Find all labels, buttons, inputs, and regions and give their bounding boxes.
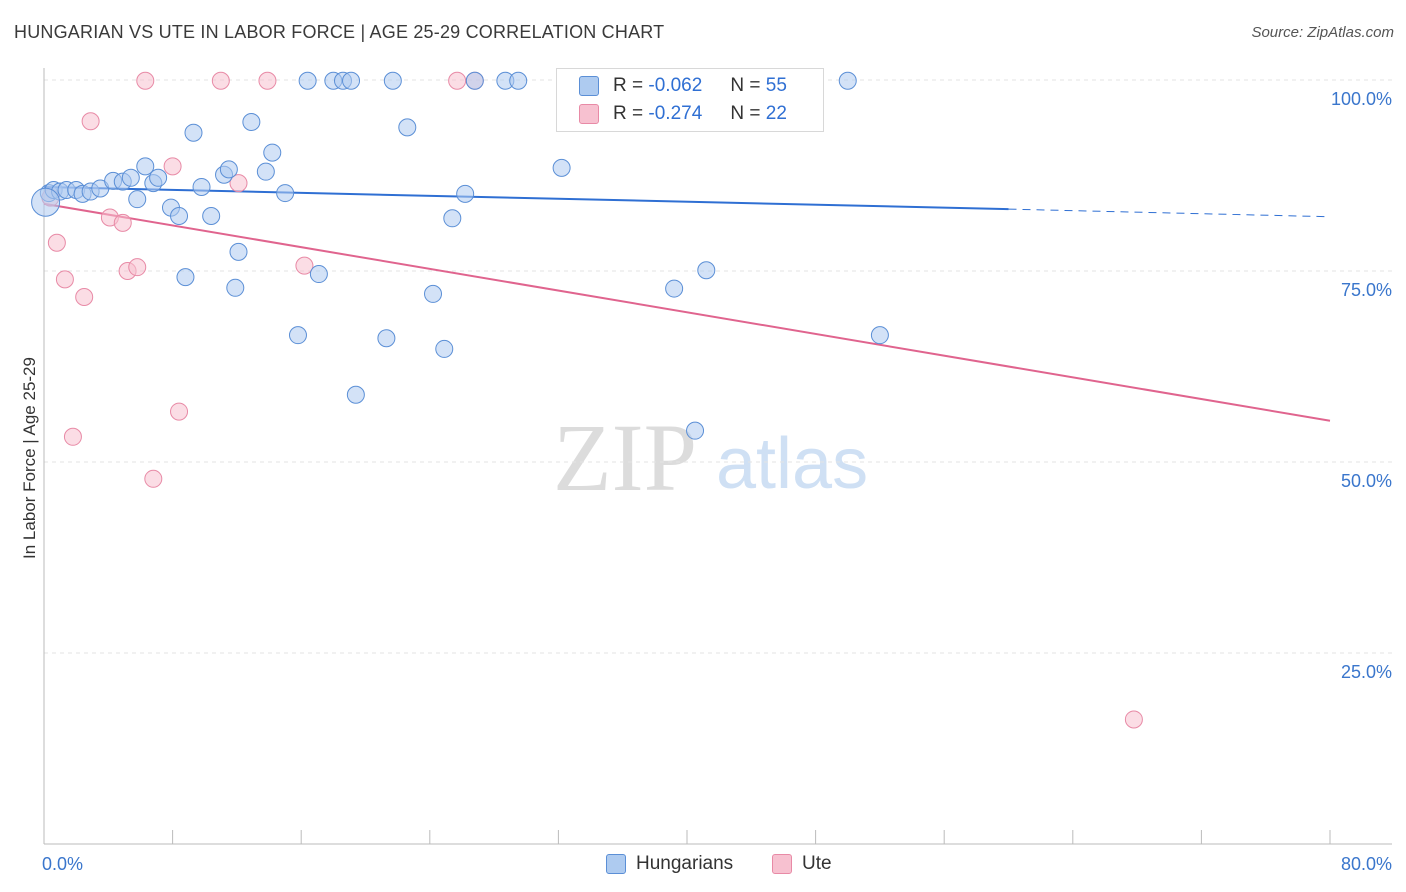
ute-point bbox=[1124, 710, 1143, 729]
hungarians-point bbox=[686, 421, 705, 440]
hungarians-point bbox=[219, 160, 238, 179]
y-tick-label: 75.0% bbox=[1341, 280, 1392, 300]
hungarians-point bbox=[342, 71, 361, 90]
ute-legend-swatch bbox=[772, 854, 792, 874]
data-points bbox=[31, 71, 1143, 729]
hungarians-point bbox=[398, 118, 417, 137]
hungarians-point bbox=[298, 71, 317, 90]
ute-point bbox=[63, 427, 82, 446]
hungarians-legend-swatch bbox=[606, 854, 626, 874]
ute-point bbox=[211, 71, 230, 90]
hungarians-point bbox=[465, 71, 484, 90]
hungarians-point bbox=[184, 123, 203, 142]
watermark-zip: ZIP bbox=[553, 404, 697, 511]
ute-point bbox=[144, 469, 163, 488]
x-tick-label-max: 80.0% bbox=[1341, 854, 1392, 874]
y-tick-label: 50.0% bbox=[1341, 471, 1392, 491]
ute-point bbox=[136, 71, 155, 90]
hungarians-point bbox=[838, 71, 857, 90]
ute-swatch bbox=[579, 104, 599, 124]
legend-row-hungarians: R = -0.062 N = 55 bbox=[579, 73, 787, 99]
hungarians-point bbox=[377, 329, 396, 348]
n-label: N = bbox=[730, 103, 761, 124]
hungarians-point bbox=[256, 162, 275, 181]
hungarians-point bbox=[697, 261, 716, 280]
source-credit: Source: ZipAtlas.com bbox=[1251, 24, 1394, 41]
hungarians-point bbox=[288, 326, 307, 345]
hungarians-point bbox=[176, 268, 195, 287]
r-value: -0.062 bbox=[648, 75, 703, 96]
y-tick-label: 100.0% bbox=[1331, 89, 1392, 109]
x-tick-label-min: 0.0% bbox=[42, 854, 83, 874]
ute-point bbox=[170, 402, 189, 421]
stats-legend: R = -0.062 N = 55 R = -0.274 N = 22 bbox=[556, 68, 824, 132]
ute-point bbox=[258, 71, 277, 90]
r-label: R = bbox=[613, 75, 644, 96]
n-value: 22 bbox=[765, 103, 787, 124]
ute-point bbox=[113, 213, 132, 232]
hungarians-swatch bbox=[579, 76, 599, 96]
hungarians-point bbox=[509, 71, 528, 90]
hungarians-point bbox=[552, 158, 571, 177]
hungarians-point bbox=[309, 265, 328, 284]
ute-point bbox=[75, 287, 94, 306]
ute-point bbox=[55, 270, 74, 289]
legend-row-ute: R = -0.274 N = 22 bbox=[579, 101, 787, 127]
ute-point bbox=[448, 71, 467, 90]
hungarians-point bbox=[383, 71, 402, 90]
hungarians-point bbox=[192, 177, 211, 196]
hungarians-point bbox=[456, 184, 475, 203]
legend-item-hungarians[interactable]: Hungarians bbox=[606, 852, 733, 876]
hungarians-point bbox=[665, 279, 684, 298]
hungarians-point bbox=[136, 157, 155, 176]
hungarians-point bbox=[226, 278, 245, 297]
hungarians-point bbox=[346, 385, 365, 404]
r-label: R = bbox=[613, 103, 644, 124]
ute-trend-line bbox=[43, 202, 1331, 422]
r-value: -0.274 bbox=[648, 103, 703, 124]
hungarians-point bbox=[202, 206, 221, 225]
hungarians-point bbox=[263, 143, 282, 162]
y-tick-label: 25.0% bbox=[1341, 662, 1392, 682]
legend-label: Hungarians bbox=[636, 853, 734, 874]
hungarians-point bbox=[276, 184, 295, 203]
hungarians-point bbox=[149, 168, 168, 187]
hungarians-trend-extension bbox=[1008, 208, 1331, 218]
watermark-atlas: atlas bbox=[716, 424, 868, 504]
tick-labels: 25.0% 50.0% 75.0% 100.0% 0.0% 80.0% bbox=[42, 89, 1392, 874]
trend-lines bbox=[43, 185, 1331, 422]
hungarians-trend-line bbox=[43, 185, 1009, 211]
legend-item-ute[interactable]: Ute bbox=[772, 852, 832, 876]
hungarians-point bbox=[31, 187, 61, 217]
hungarians-point bbox=[435, 339, 454, 358]
n-label: N = bbox=[730, 75, 761, 96]
chart-title: HUNGARIAN VS UTE IN LABOR FORCE | AGE 25… bbox=[14, 22, 665, 42]
hungarians-point bbox=[242, 113, 261, 132]
hungarians-point bbox=[128, 190, 147, 209]
legend-label: Ute bbox=[802, 853, 832, 874]
grid bbox=[44, 79, 1392, 654]
hungarians-point bbox=[443, 209, 462, 228]
hungarians-point bbox=[121, 168, 140, 187]
ute-point bbox=[163, 157, 182, 176]
hungarians-point bbox=[170, 206, 189, 225]
ute-point bbox=[128, 258, 147, 277]
ute-point bbox=[81, 112, 100, 131]
n-value: 55 bbox=[765, 75, 787, 96]
hungarians-point bbox=[870, 326, 889, 345]
ute-point bbox=[229, 174, 248, 193]
hungarians-point bbox=[229, 242, 248, 261]
ute-point bbox=[295, 256, 314, 275]
ute-point bbox=[47, 233, 66, 252]
hungarians-point bbox=[424, 284, 443, 303]
